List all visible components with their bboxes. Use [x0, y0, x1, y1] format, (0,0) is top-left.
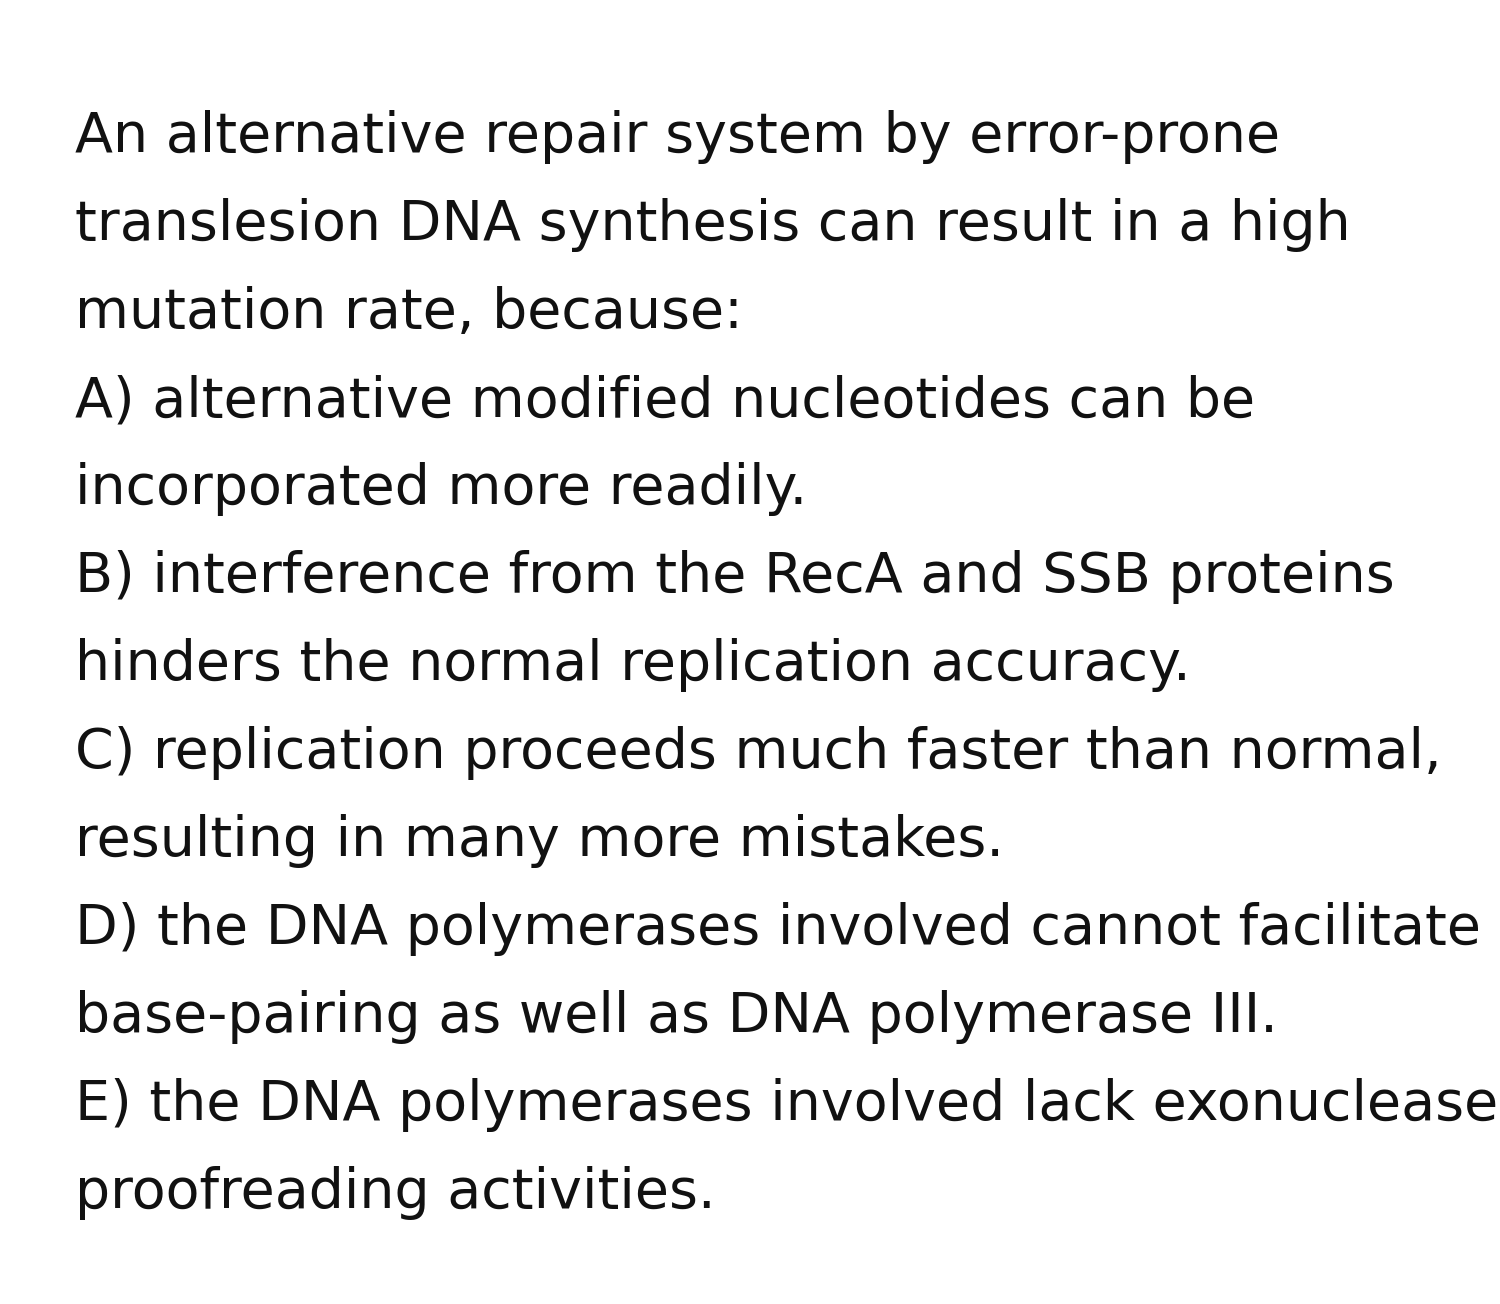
Text: D) the DNA polymerases involved cannot facilitate: D) the DNA polymerases involved cannot f… [75, 902, 1480, 956]
Text: An alternative repair system by error-prone: An alternative repair system by error-pr… [75, 110, 1280, 164]
Text: mutation rate, because:: mutation rate, because: [75, 286, 742, 340]
Text: hinders the normal replication accuracy.: hinders the normal replication accuracy. [75, 638, 1191, 692]
Text: translesion DNA synthesis can result in a high: translesion DNA synthesis can result in … [75, 198, 1350, 252]
Text: B) interference from the RecA and SSB proteins: B) interference from the RecA and SSB pr… [75, 550, 1395, 604]
Text: E) the DNA polymerases involved lack exonuclease: E) the DNA polymerases involved lack exo… [75, 1078, 1498, 1132]
Text: proofreading activities.: proofreading activities. [75, 1166, 716, 1221]
Text: resulting in many more mistakes.: resulting in many more mistakes. [75, 814, 1004, 868]
Text: incorporated more readily.: incorporated more readily. [75, 462, 807, 516]
Text: A) alternative modified nucleotides can be: A) alternative modified nucleotides can … [75, 374, 1255, 428]
Text: C) replication proceeds much faster than normal,: C) replication proceeds much faster than… [75, 726, 1441, 780]
Text: base-pairing as well as DNA polymerase III.: base-pairing as well as DNA polymerase I… [75, 990, 1278, 1045]
